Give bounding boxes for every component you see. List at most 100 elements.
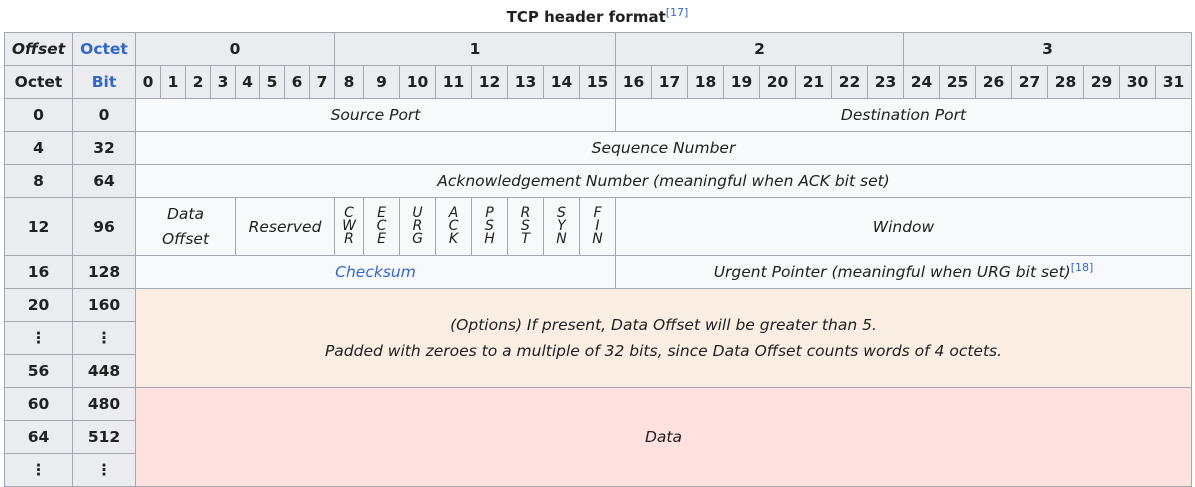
bit-number: 24: [903, 65, 940, 99]
data-offset-line-1: Data: [166, 204, 204, 223]
table-row: 4 32 Sequence Number: [4, 131, 1192, 165]
octet-header-link[interactable]: Octet: [72, 32, 136, 66]
row-octet: 8: [4, 164, 73, 198]
data-offset-line-2: Offset: [161, 229, 210, 248]
bit-number: 2: [185, 65, 211, 99]
table-row: 20 160 (Options) If present, Data Offset…: [4, 288, 1192, 388]
table-row: 16 128 Checksum Urgent Pointer (meaningf…: [4, 255, 1192, 289]
row-octet: 4: [4, 131, 73, 165]
tcp-header-table: Offset Octet 0 1 2 3 Octet Bit 0 1 2 3 4…: [4, 32, 1192, 487]
urgent-reference-link[interactable]: [18]: [1070, 261, 1094, 274]
table-row: ⋮ ⋮: [4, 321, 1192, 355]
bit-number: 1: [160, 65, 186, 99]
row-octet: 64: [4, 420, 73, 454]
octet-3-header: 3: [903, 32, 1192, 66]
field-acknowledgement-number: Acknowledgement Number (meaningful when …: [135, 164, 1192, 198]
bit-number: 11: [435, 65, 472, 99]
row-octet: 12: [4, 197, 73, 256]
row-octet: 56: [4, 354, 73, 388]
field-source-port: Source Port: [135, 98, 616, 132]
caption-title: TCP header format: [506, 8, 666, 26]
field-data-offset: Data Offset: [135, 197, 236, 256]
field-data: Data: [135, 387, 1192, 487]
row-bit: 480: [72, 387, 136, 421]
bit-number: 15: [579, 65, 616, 99]
row-octet-ellipsis: ⋮: [4, 453, 73, 487]
bit-number: 21: [795, 65, 832, 99]
bit-number: 23: [867, 65, 904, 99]
field-options: (Options) If present, Data Offset will b…: [135, 288, 1192, 388]
field-checksum: Checksum: [135, 255, 616, 289]
options-line-1: (Options) If present, Data Offset will b…: [450, 316, 877, 334]
row-octet: 20: [4, 288, 73, 322]
checksum-link[interactable]: Checksum: [335, 263, 416, 281]
row-bit: 448: [72, 354, 136, 388]
bit-number: 3: [210, 65, 236, 99]
row-octet: 60: [4, 387, 73, 421]
octet-0-header: 0: [135, 32, 335, 66]
caption-reference-link[interactable]: [17]: [665, 6, 689, 19]
table-caption: TCP header format[17]: [0, 6, 1195, 28]
table-row: 60 480 Data: [4, 387, 1192, 487]
bit-header-row: Octet Bit 0 1 2 3 4 5 6 7 8 9 10 11 12 1…: [4, 65, 1192, 99]
bit-number: 17: [651, 65, 688, 99]
bit-number: 16: [615, 65, 652, 99]
bit-number: 29: [1083, 65, 1120, 99]
table-row: ⋮ ⋮: [4, 453, 1192, 487]
bit-number: 0: [135, 65, 161, 99]
bit-number: 31: [1155, 65, 1192, 99]
row-bit-ellipsis: ⋮: [72, 453, 136, 487]
octet-2-header: 2: [615, 32, 904, 66]
bit-number: 22: [831, 65, 868, 99]
field-sequence-number: Sequence Number: [135, 131, 1192, 165]
row-octet-ellipsis: ⋮: [4, 321, 73, 355]
bit-number: 26: [975, 65, 1012, 99]
row-bit: 96: [72, 197, 136, 256]
bit-number: 27: [1011, 65, 1048, 99]
table-row: 0 0 Source Port Destination Port: [4, 98, 1192, 132]
bit-number: 20: [759, 65, 796, 99]
bit-number: 12: [471, 65, 508, 99]
offset-header: Offset: [4, 32, 73, 66]
bit-number: 6: [284, 65, 310, 99]
bit-number: 28: [1047, 65, 1084, 99]
bit-number: 4: [235, 65, 260, 99]
octet-1-header: 1: [334, 32, 616, 66]
row-bit-ellipsis: ⋮: [72, 321, 136, 355]
bit-header-link[interactable]: Bit: [72, 65, 136, 99]
bit-number: 13: [507, 65, 544, 99]
bit-number: 8: [334, 65, 364, 99]
bit-number: 14: [543, 65, 580, 99]
row-bit: 512: [72, 420, 136, 454]
field-window: Window: [615, 197, 1192, 256]
bit-number: 30: [1119, 65, 1156, 99]
row-bit: 128: [72, 255, 136, 289]
bit-number: 25: [939, 65, 976, 99]
bit-number: 19: [723, 65, 760, 99]
bit-number: 10: [399, 65, 436, 99]
bit-number: 7: [309, 65, 335, 99]
options-line-2: Padded with zeroes to a multiple of 32 b…: [324, 342, 1003, 360]
field-destination-port: Destination Port: [615, 98, 1192, 132]
row-octet: 16: [4, 255, 73, 289]
field-urgent-pointer: Urgent Pointer (meaningful when URG bit …: [615, 255, 1192, 289]
field-reserved: Reserved: [235, 197, 335, 256]
table-row: 64 512: [4, 420, 1192, 454]
bit-number: 5: [259, 65, 285, 99]
octet-row-header: Octet: [4, 65, 73, 99]
row-bit: 0: [72, 98, 136, 132]
row-bit: 160: [72, 288, 136, 322]
bit-number: 18: [687, 65, 724, 99]
row-bit: 32: [72, 131, 136, 165]
octet-header-row: Offset Octet 0 1 2 3: [4, 32, 1192, 66]
table-row: 8 64 Acknowledgement Number (meaningful …: [4, 164, 1192, 198]
